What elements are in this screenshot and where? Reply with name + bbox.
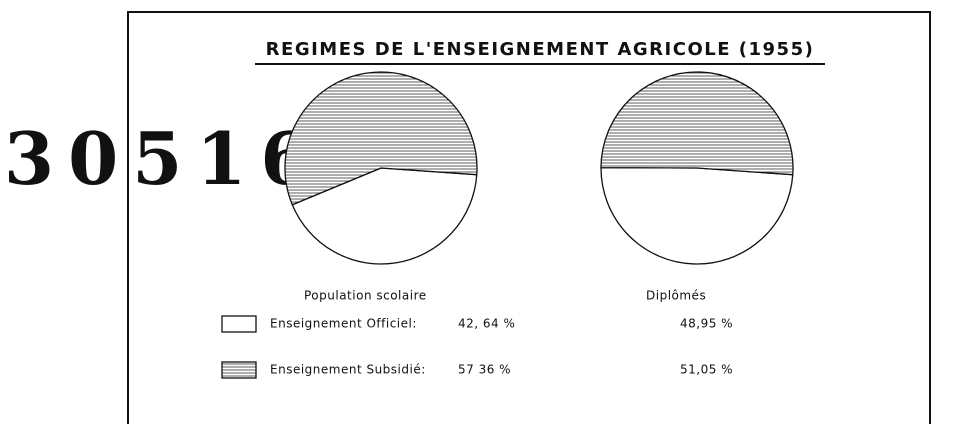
legend-swatch <box>221 361 257 379</box>
value-label: 48,95 % <box>680 317 733 331</box>
series-name: Diplômés <box>646 289 706 303</box>
pie-slice <box>600 71 794 176</box>
legend-swatch <box>221 315 257 333</box>
series-name: Population scolaire <box>304 289 427 303</box>
legend-label: Enseignement Officiel: <box>270 317 417 331</box>
pie-slice <box>284 71 478 206</box>
legend-label: Enseignement Subsidié: <box>270 363 426 377</box>
value-label: 42, 64 % <box>458 317 515 331</box>
pie-slice <box>600 166 794 265</box>
value-label: 51,05 % <box>680 363 733 377</box>
chart-title: REGIMES DE L'ENSEIGNEMENT AGRICOLE (1955… <box>266 39 815 60</box>
frame <box>127 11 931 424</box>
stamp: 30516 <box>4 116 325 201</box>
pie-slice <box>291 167 478 265</box>
value-label: 57 36 % <box>458 363 511 377</box>
